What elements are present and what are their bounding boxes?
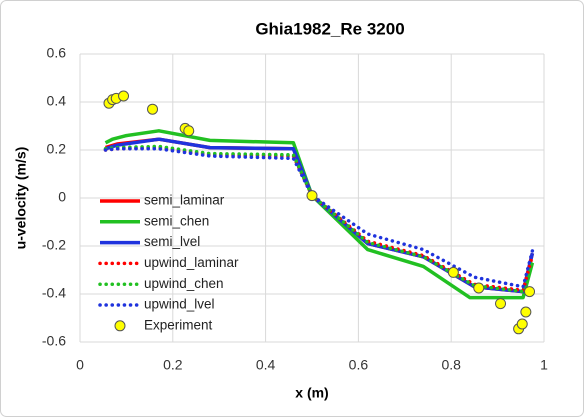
x-tick-label: 0.4 xyxy=(256,357,276,373)
y-tick-label: 0.4 xyxy=(47,93,67,109)
data-point xyxy=(118,90,130,102)
legend-label: upwind_chen xyxy=(144,276,224,291)
data-point xyxy=(524,286,536,298)
data-point xyxy=(473,282,485,294)
x-tick-label: 0.2 xyxy=(163,357,183,373)
chart-title: Ghia1982_Re 3200 xyxy=(255,19,404,38)
legend-label: upwind_lvel xyxy=(144,297,215,312)
data-point xyxy=(447,266,459,278)
x-tick-label: 0.8 xyxy=(441,357,461,373)
y-tick-label: -0.4 xyxy=(42,285,66,301)
data-point xyxy=(495,298,507,310)
legend-label: semi_laminar xyxy=(144,193,225,208)
data-point xyxy=(147,103,159,115)
legend-marker xyxy=(114,320,126,332)
legend-label: semi_chen xyxy=(144,213,209,228)
legend-label: Experiment xyxy=(144,317,213,332)
legend-label: semi_lvel xyxy=(144,234,200,249)
y-tick-label: 0.2 xyxy=(47,141,67,157)
x-axis-label: x (m) xyxy=(295,385,328,401)
legend-label: upwind_laminar xyxy=(144,255,239,270)
x-tick-label: 0.6 xyxy=(349,357,369,373)
data-point xyxy=(520,306,532,318)
y-tick-label: 0 xyxy=(58,189,66,205)
y-axis-label: u-velocity (m/s) xyxy=(13,147,29,250)
x-tick-label: 0 xyxy=(76,357,84,373)
y-tick-label: 0.6 xyxy=(47,45,67,61)
x-tick-label: 1 xyxy=(540,357,548,373)
y-tick-label: -0.6 xyxy=(42,333,66,349)
data-point xyxy=(516,318,528,330)
data-point xyxy=(183,125,195,137)
y-tick-label: -0.2 xyxy=(42,237,66,253)
data-point xyxy=(306,190,318,202)
